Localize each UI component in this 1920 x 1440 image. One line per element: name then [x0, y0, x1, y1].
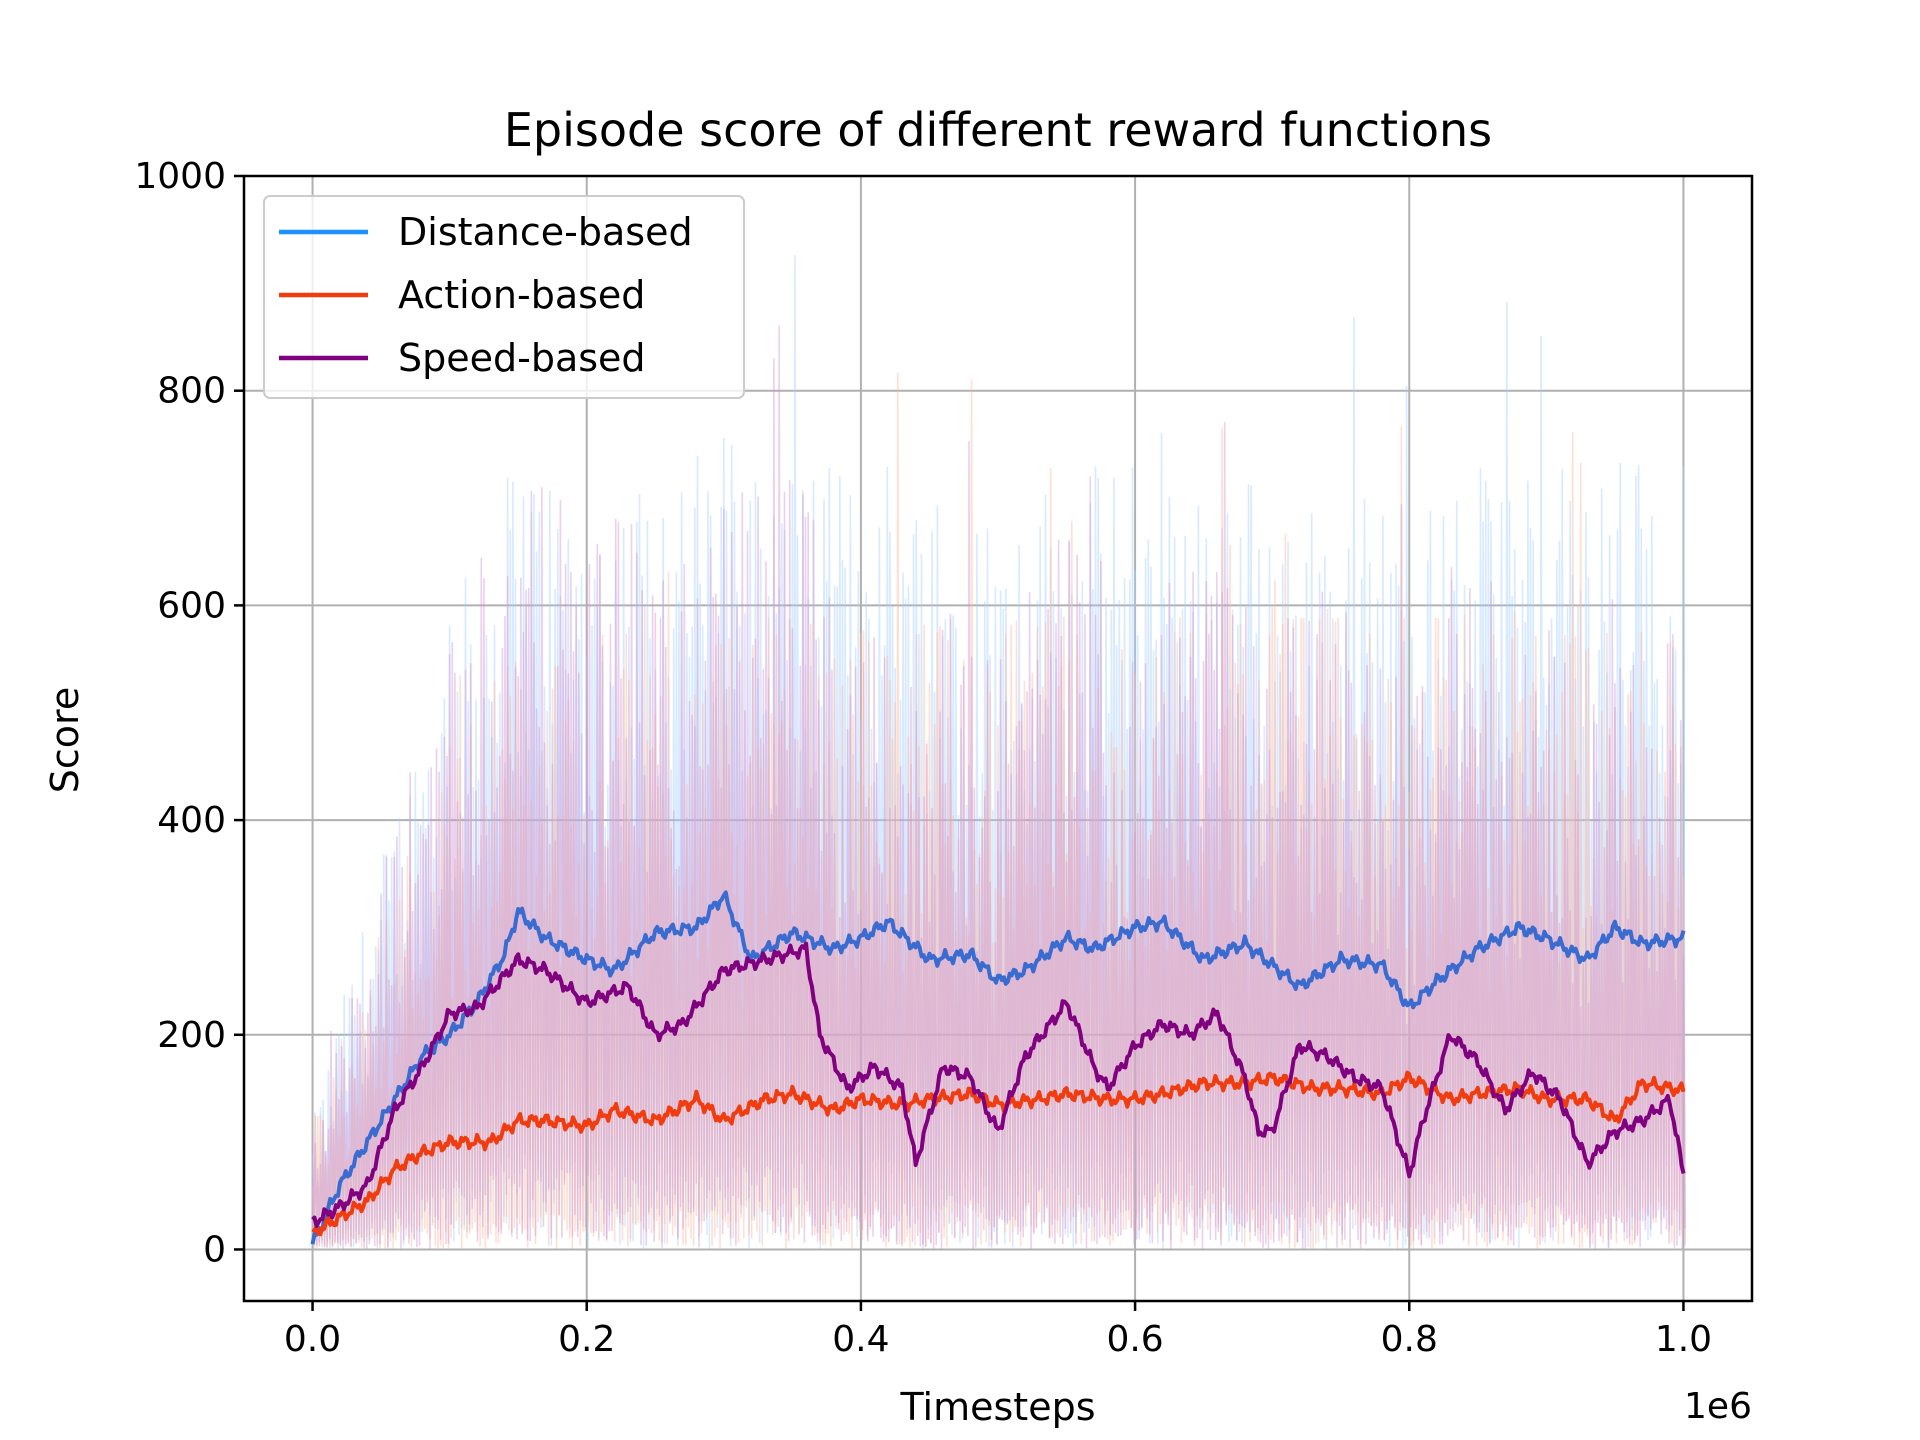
raw-score-trace — [311, 325, 1686, 1250]
x-tick-label: 0.2 — [558, 1319, 615, 1360]
x-offset-label: 1e6 — [1684, 1386, 1752, 1427]
series-line-distance-based — [310, 890, 1686, 1245]
legend-label: Distance-based — [398, 210, 693, 254]
legend: Distance-based Action-based Speed-based — [263, 195, 745, 399]
y-tick-label: 800 — [157, 371, 226, 412]
raw-score-band — [311, 255, 1686, 1250]
plot-frame — [242, 174, 1754, 1303]
raw-score-trace — [311, 372, 1686, 1250]
y-tick-label: 600 — [157, 585, 226, 626]
y-tick-label: 0 — [203, 1229, 226, 1270]
legend-label: Speed-based — [398, 336, 646, 380]
y-tick-label: 1000 — [134, 156, 226, 197]
x-tick-label: 0.8 — [1381, 1319, 1438, 1360]
legend-label: Action-based — [398, 273, 645, 317]
x-tick-label: 0.0 — [284, 1319, 341, 1360]
series-line-speed-based — [311, 941, 1686, 1228]
series-lines — [310, 890, 1686, 1245]
y-axis-label: Score — [43, 687, 87, 793]
legend-box — [263, 195, 745, 399]
x-axis-label: Timesteps — [900, 1385, 1096, 1429]
chart-title: Episode score of different reward functi… — [504, 103, 1492, 157]
axis-ticks: 0.0 0.2 0.4 0.6 0.8 1.0 0 200 400 600 800 1000 — [134, 156, 1712, 1360]
series-line-action-based — [311, 1070, 1686, 1237]
x-tick-label: 0.4 — [832, 1319, 889, 1360]
y-tick-label: 400 — [157, 800, 226, 841]
y-tick-label: 200 — [157, 1015, 226, 1056]
x-tick-label: 1.0 — [1655, 1319, 1712, 1360]
raw-score-trace — [311, 255, 1686, 1250]
x-tick-label: 0.6 — [1106, 1319, 1163, 1360]
grid — [244, 175, 1752, 1301]
